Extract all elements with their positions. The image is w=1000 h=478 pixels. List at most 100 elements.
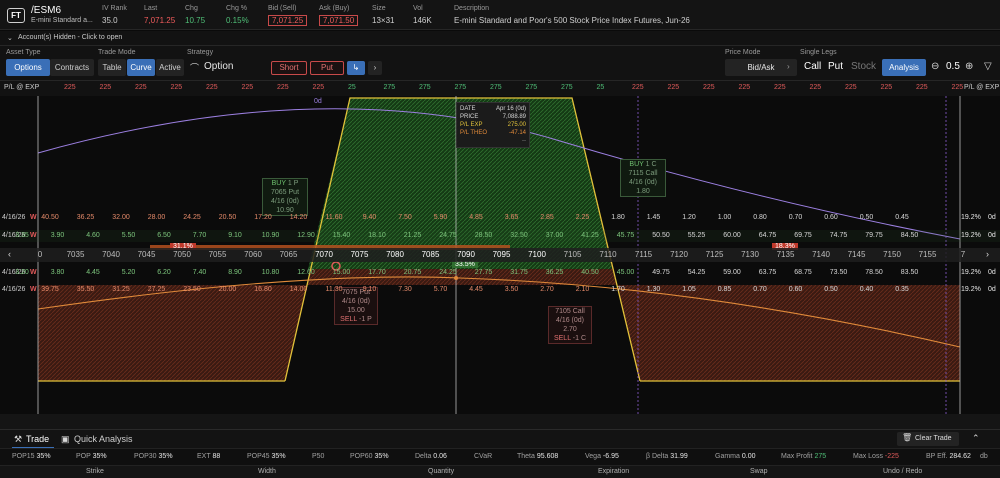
strike-label[interactable]: 7145 (847, 250, 866, 259)
price-cell[interactable]: 31.75 (510, 269, 528, 276)
price-cell[interactable]: 0.50 (824, 286, 838, 293)
strike-label[interactable]: 7045 (137, 250, 156, 259)
price-cell[interactable]: 59.00 (723, 269, 741, 276)
strike-label[interactable]: 7035 (66, 250, 85, 259)
price-cell[interactable]: 64.75 (758, 232, 777, 239)
price-cell[interactable]: 12.90 (297, 232, 315, 239)
price-cell[interactable]: 3.35 (15, 232, 29, 239)
price-cell[interactable]: 15.00 (332, 269, 351, 276)
strike-label[interactable]: 7090 (457, 250, 475, 259)
analysis-button[interactable]: Analysis (882, 59, 926, 76)
price-cell[interactable]: 35.50 (76, 286, 95, 293)
price-cell[interactable]: 5.20 (121, 269, 136, 276)
strike-label[interactable]: 7055 (208, 250, 227, 259)
price-cell[interactable]: 55.25 (687, 232, 706, 239)
price-cell[interactable]: 1.00 (717, 214, 732, 221)
zoom-in-icon[interactable]: ⊕ (965, 61, 974, 72)
price-cell[interactable]: 27.25 (147, 286, 166, 293)
strike-label[interactable]: 7140 (812, 250, 830, 259)
active-button[interactable]: Active (156, 59, 184, 76)
price-cell[interactable]: 0.85 (717, 286, 732, 293)
curve-button[interactable]: Curve (127, 59, 155, 76)
strategy-select[interactable]: Option (204, 61, 234, 72)
price-cell[interactable]: 20.00 (218, 286, 237, 293)
price-cell[interactable]: 2.70 (540, 286, 554, 293)
price-cell[interactable]: 16.80 (254, 286, 272, 293)
price-cell[interactable]: 27.75 (474, 269, 493, 276)
price-cell[interactable]: 0.45 (895, 214, 909, 221)
price-cell[interactable]: 74.75 (829, 232, 848, 239)
price-cell[interactable]: 2.25 (575, 214, 590, 221)
price-cell[interactable]: 0.70 (753, 286, 767, 293)
payoff-chart[interactable]: P/L @ EXP P/L @ EXP 225 225 225 225 225 225 22… (0, 81, 1000, 429)
price-cell[interactable]: 5.90 (433, 214, 448, 221)
price-cell[interactable]: 9.10 (228, 232, 242, 239)
price-cell[interactable]: 1.05 (682, 286, 696, 293)
strike-label[interactable]: 7155 (918, 250, 937, 259)
ask-button[interactable]: 7,071.50 (319, 15, 359, 26)
strike-label[interactable]: 7 (960, 250, 966, 259)
chevron-up-icon[interactable]: ⌃ (972, 433, 980, 443)
strike-label[interactable]: 7050 (173, 250, 191, 259)
price-cell[interactable]: 10.80 (261, 269, 280, 276)
strike-label[interactable]: 7105 (563, 250, 582, 259)
price-cell[interactable]: 63.75 (758, 269, 777, 276)
price-cell[interactable]: 24.75 (439, 232, 457, 239)
strike-label[interactable]: 7135 (776, 250, 795, 259)
price-cell[interactable]: 8.90 (228, 269, 242, 276)
price-cell[interactable]: 0.70 (788, 214, 803, 221)
price-cell[interactable]: 4.85 (469, 214, 483, 221)
price-cell[interactable]: 28.00 (147, 214, 166, 221)
price-cell[interactable]: 21.25 (403, 232, 422, 239)
strike-label[interactable]: 7070 (315, 250, 333, 259)
price-cell[interactable]: 40.50 (581, 269, 599, 276)
price-cell[interactable]: 3.50 (504, 286, 519, 293)
price-cell[interactable]: 6.20 (157, 269, 171, 276)
strike-label[interactable]: 7095 (492, 250, 511, 259)
leg-buy-put[interactable]: BUY 1 P 7065 Put 4/16 (0d) 10.90 (262, 178, 308, 216)
chevron-right-icon[interactable]: › (986, 249, 989, 259)
strike-label[interactable]: 7100 (528, 250, 546, 259)
zoom-out-icon[interactable]: ⊖ (931, 61, 940, 72)
price-cell[interactable]: 9.40 (362, 214, 377, 221)
price-cell[interactable]: 0.60 (824, 214, 838, 221)
strike-label[interactable]: 7040 (102, 250, 120, 259)
price-cell[interactable]: 11.60 (325, 214, 343, 221)
price-cell[interactable]: 1.70 (611, 286, 625, 293)
call-button[interactable]: Call (804, 61, 822, 72)
leg-sell-put[interactable]: 7075 Put 4/16 (0d) 15.00 SELL -1 P (334, 287, 378, 325)
price-cell[interactable]: 14.20 (289, 214, 308, 221)
price-cell[interactable]: 0.80 (753, 214, 767, 221)
price-cell[interactable]: 79.75 (865, 232, 883, 239)
price-cell[interactable]: 24.25 (439, 269, 457, 276)
price-cell[interactable]: 32.50 (510, 232, 528, 239)
put-leg-button[interactable]: Put (828, 61, 844, 72)
price-cell[interactable]: 28.50 (474, 232, 493, 239)
price-cell[interactable]: 11.30 (325, 286, 343, 293)
price-cell[interactable]: 3.20 (15, 269, 29, 276)
clear-trade-button[interactable]: 🗑 Clear Trade (897, 432, 959, 446)
price-cell[interactable]: 20.50 (218, 214, 237, 221)
price-cell[interactable]: 18.10 (368, 232, 386, 239)
price-cell[interactable]: 7.30 (398, 286, 412, 293)
price-cell[interactable]: 84.50 (900, 232, 919, 239)
stock-button[interactable]: Stock (851, 61, 877, 72)
strike-label[interactable]: 7060 (244, 250, 262, 259)
strike-label[interactable]: 7125 (705, 250, 724, 259)
price-cell[interactable]: 5.70 (433, 286, 448, 293)
price-cell[interactable]: 17.20 (254, 214, 272, 221)
price-cell[interactable]: 68.75 (794, 269, 812, 276)
swap-icon[interactable]: ↳ (347, 61, 365, 75)
price-cell[interactable]: 4.45 (469, 286, 483, 293)
price-cell[interactable]: 0.35 (895, 286, 909, 293)
price-cell[interactable]: 1.80 (611, 214, 625, 221)
symbol[interactable]: /ESM6 (31, 5, 62, 16)
price-cell[interactable]: 60.00 (723, 232, 741, 239)
price-cell[interactable]: 7.40 (192, 269, 207, 276)
price-cell[interactable]: 15.40 (332, 232, 351, 239)
price-cell[interactable]: 36.25 (76, 214, 95, 221)
price-cell[interactable]: 23.50 (183, 286, 201, 293)
price-cell[interactable]: 45.75 (616, 232, 635, 239)
price-cell[interactable]: 3.65 (504, 214, 519, 221)
strike-label[interactable]: 7150 (883, 250, 901, 259)
